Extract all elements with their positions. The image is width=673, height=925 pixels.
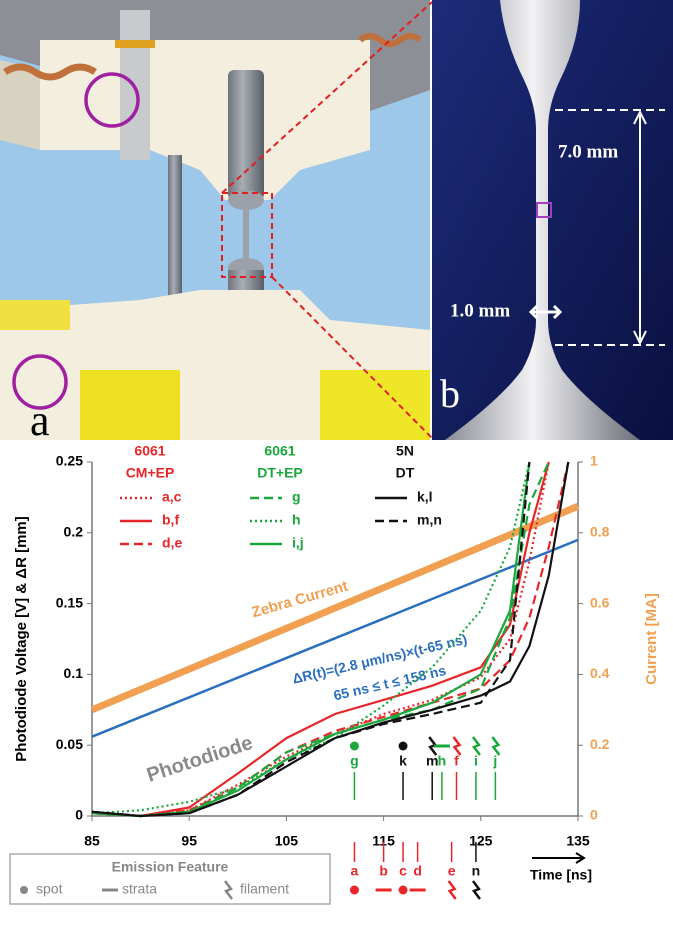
x-tick-label: 85 — [84, 833, 100, 849]
y-tick-label: 0.25 — [56, 453, 83, 469]
y2-tick-label: 0.4 — [590, 665, 610, 681]
feature-label: j — [492, 753, 497, 769]
panel-c: 0 0.05 0.1 0.15 0.2 0.25 0 0.2 0.4 0.6 0.8 1 85 95 105… — [10, 443, 660, 906]
y2-tick-label: 1 — [590, 453, 598, 469]
annotation: 1.0 mm — [450, 300, 510, 321]
feature-label: c — [399, 863, 407, 879]
y2-tick-label: 0.2 — [590, 736, 610, 752]
arrow — [532, 853, 584, 863]
legend-label: spot — [36, 881, 63, 897]
y2-tick-label: 0 — [590, 807, 598, 823]
panel-b: 7.0 mm 1.0 mm b — [432, 0, 673, 440]
figure: a 7.0 mm 1.0 mm b 0 0.05 0.1 0.15 0.2 0.25 0 0.… — [0, 0, 673, 920]
legend-group-title: DT — [396, 465, 415, 481]
spot-marker — [399, 742, 408, 751]
legend-label: strata — [122, 881, 157, 897]
legend-label: d,e — [162, 535, 182, 551]
legend-group-title: 5N — [396, 443, 414, 459]
filament-marker — [449, 881, 456, 899]
x-tick-label: 105 — [275, 833, 299, 849]
spot-marker — [350, 742, 359, 751]
panel-label: b — [440, 371, 460, 416]
y-axis-label: Photodiode Voltage [V] & ΔR [mm] — [13, 516, 30, 762]
feature-label: k — [399, 753, 407, 769]
panel-a: a — [0, 0, 432, 445]
legend-group-title: CM+EP — [126, 465, 175, 481]
feature-label: h — [438, 753, 447, 769]
filament-marker — [473, 881, 480, 899]
panel-label: a — [30, 396, 50, 445]
feature-label: i — [474, 753, 478, 769]
x-tick-label: 125 — [469, 833, 493, 849]
legend-title: Emission Feature — [112, 859, 229, 875]
legend-group-title: 6061 — [264, 443, 295, 459]
y2-tick-label: 0.6 — [590, 594, 610, 610]
legend-label: g — [292, 489, 301, 505]
annotation: Photodiode — [144, 732, 255, 787]
y2-tick-label: 0.8 — [590, 524, 610, 540]
legend-group-title: 6061 — [134, 443, 165, 459]
y-tick-label: 0.2 — [64, 524, 84, 540]
legend-group-title: DT+EP — [257, 465, 303, 481]
feature-label: d — [413, 863, 422, 879]
y-tick-label: 0.15 — [56, 594, 83, 610]
feature-label: n — [472, 863, 481, 879]
line-label: Zebra Current — [250, 578, 350, 622]
legend-label: i,j — [292, 535, 304, 551]
legend-label: b,f — [162, 512, 179, 528]
line-series — [92, 540, 578, 737]
legend-label: h — [292, 512, 301, 528]
feature-label: f — [454, 753, 459, 769]
y-tick-label: 0 — [75, 807, 83, 823]
y-tick-label: 0.05 — [56, 736, 83, 752]
feature-label: e — [448, 863, 456, 879]
feature-label: g — [350, 753, 359, 769]
x-tick-label: 135 — [566, 833, 590, 849]
spot-marker — [399, 886, 408, 895]
legend-label: k,l — [417, 489, 433, 505]
x-tick-label: 95 — [181, 833, 197, 849]
feature-label: a — [351, 863, 359, 879]
y2-axis-label: Current [MA] — [643, 593, 660, 685]
annotation: 7.0 mm — [558, 141, 618, 162]
spot-marker — [350, 886, 359, 895]
legend-swatch — [20, 886, 28, 894]
feature-label: b — [379, 863, 388, 879]
legend-label: m,n — [417, 512, 442, 528]
legend-label: filament — [240, 881, 289, 897]
legend-label: a,c — [162, 489, 182, 505]
y-tick-label: 0.1 — [64, 665, 84, 681]
x-axis-label: Time [ns] — [530, 867, 592, 883]
feature-label: m — [426, 753, 438, 769]
